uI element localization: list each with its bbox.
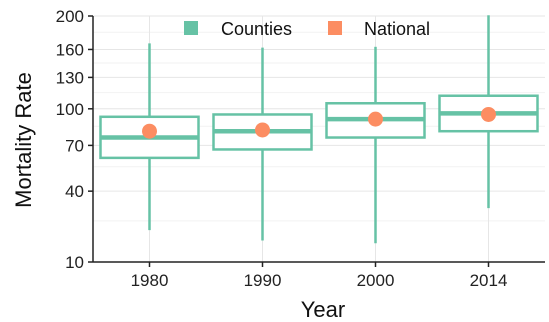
x-tick-label: 2000 bbox=[357, 271, 395, 290]
tick-labels: 10 40 70 100 130 160 200 1980 1990 2000 2014 bbox=[56, 7, 508, 290]
x-axis-title: Year bbox=[301, 297, 345, 322]
legend: Counties National bbox=[184, 19, 430, 39]
x-tick-label: 1980 bbox=[131, 271, 169, 290]
legend-key-counties bbox=[184, 21, 198, 35]
box-1990 bbox=[212, 47, 313, 241]
y-tick-label: 10 bbox=[65, 253, 84, 272]
axes bbox=[88, 15, 545, 267]
legend-label-counties: Counties bbox=[221, 19, 292, 39]
y-tick-label: 70 bbox=[65, 136, 84, 155]
national-point-2014 bbox=[481, 106, 496, 122]
national-point-1990 bbox=[255, 122, 270, 138]
y-tick-label: 130 bbox=[56, 68, 84, 87]
y-tick-label: 200 bbox=[56, 7, 84, 26]
y-tick-label: 160 bbox=[56, 40, 84, 59]
x-tick-label: 2014 bbox=[470, 271, 508, 290]
legend-key-national bbox=[328, 21, 342, 35]
national-points bbox=[142, 106, 496, 139]
national-point-2000 bbox=[368, 111, 383, 127]
legend-label-national: National bbox=[364, 19, 430, 39]
box-2000 bbox=[325, 46, 426, 244]
y-axis-title: Mortality Rate bbox=[11, 72, 36, 208]
y-tick-label: 100 bbox=[56, 100, 84, 119]
y-tick-label: 40 bbox=[65, 182, 84, 201]
box-plots bbox=[99, 15, 539, 244]
national-point-1980 bbox=[142, 123, 157, 139]
x-tick-label: 1990 bbox=[244, 271, 282, 290]
